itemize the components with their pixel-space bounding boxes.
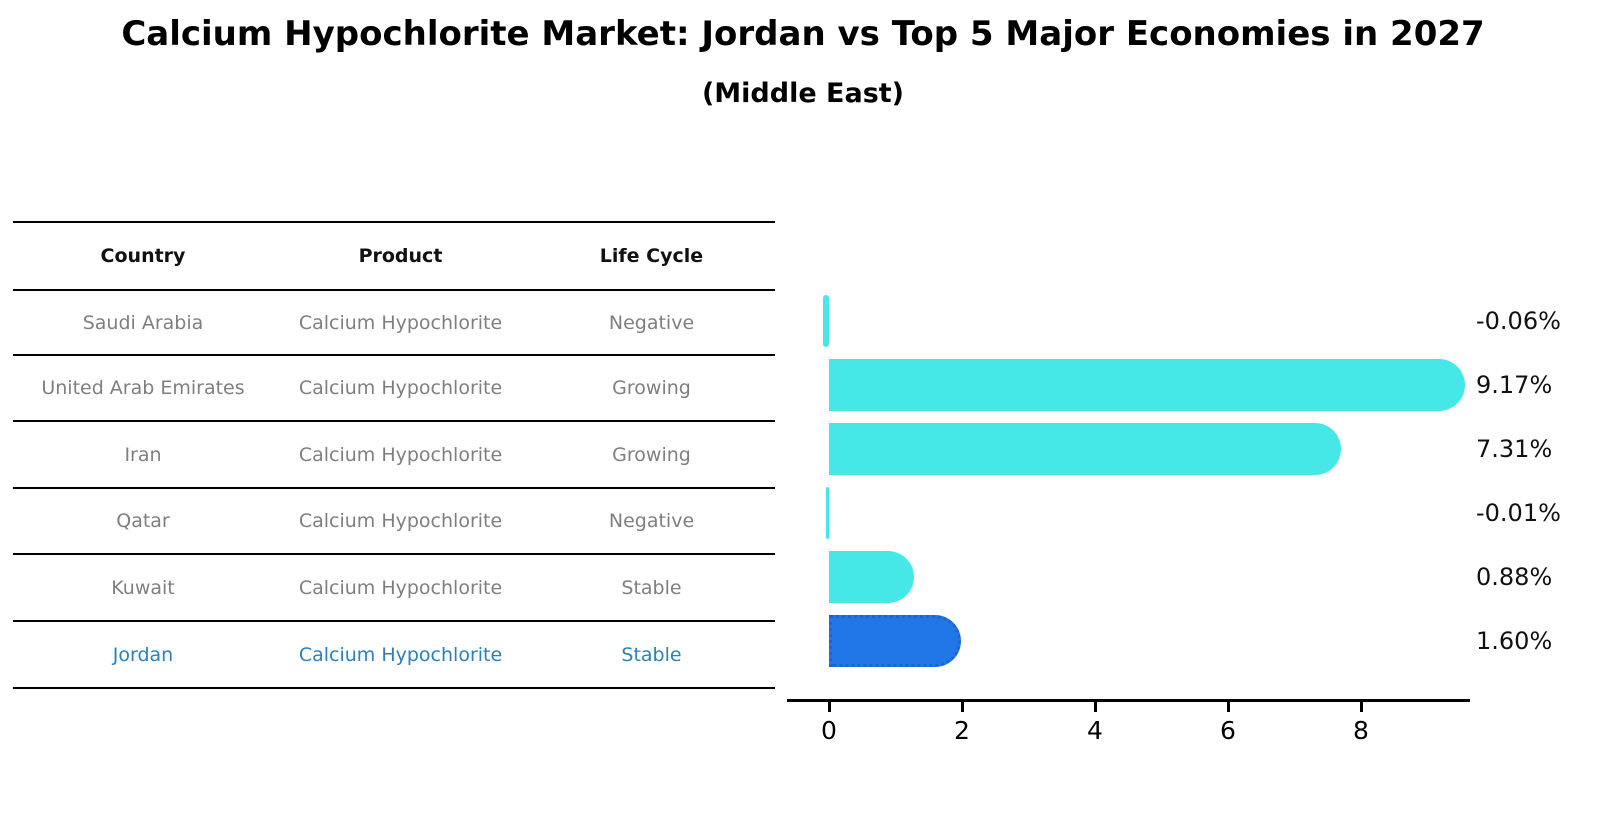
x-axis-tick-label: 4 — [1087, 716, 1103, 745]
bar-iran — [829, 423, 1342, 475]
bar-kuwait — [829, 551, 914, 603]
life-cycle-cell: Growing — [612, 443, 691, 466]
x-axis-tick-label: 0 — [821, 716, 837, 745]
table-row-jordan-highlighted: Jordan Calcium Hypochlorite Stable — [13, 622, 775, 687]
x-axis-tick — [828, 700, 831, 712]
bar-saudi-arabia — [823, 295, 829, 347]
country-cell: United Arab Emirates — [41, 377, 245, 399]
table-row-rule — [13, 553, 775, 555]
value-label: 1.60% — [1476, 627, 1553, 655]
value-label: -0.01% — [1476, 499, 1561, 527]
table-row: Iran Calcium Hypochlorite Growing — [13, 422, 775, 487]
chart-subtitle: (Middle East) — [701, 78, 905, 109]
table-row-rule — [13, 620, 775, 622]
table-row: Qatar Calcium Hypochlorite Negative — [13, 489, 775, 553]
country-cell: Jordan — [112, 643, 174, 666]
x-axis-tick — [1360, 700, 1363, 712]
x-axis-line — [787, 699, 1470, 702]
x-axis-tick — [1227, 700, 1230, 712]
x-axis-tick — [1094, 700, 1097, 712]
country-cell: Iran — [124, 443, 162, 466]
bar-jordan-highlighted — [829, 615, 962, 667]
table-row-rule — [13, 487, 775, 489]
table-border-bottom — [13, 687, 775, 689]
product-cell: Calcium Hypochlorite — [298, 510, 503, 532]
country-cell: Qatar — [116, 510, 170, 532]
table-row: United Arab Emirates Calcium Hypochlorit… — [13, 356, 775, 420]
bar-united-arab-emirates — [829, 359, 1465, 411]
country-cell: Kuwait — [111, 576, 175, 599]
table-header-rule — [13, 289, 775, 291]
life-cycle-cell: Growing — [612, 377, 691, 399]
country-cell: Saudi Arabia — [82, 311, 204, 334]
value-label: 0.88% — [1476, 563, 1553, 591]
x-axis-tick-label: 8 — [1353, 716, 1369, 745]
table-row-rule — [13, 420, 775, 422]
value-label: -0.06% — [1476, 307, 1561, 335]
x-axis-tick-label: 2 — [954, 716, 970, 745]
table-row: Kuwait Calcium Hypochlorite Stable — [13, 555, 775, 620]
column-header-country: Country — [100, 245, 186, 267]
value-label: 7.31% — [1476, 435, 1553, 463]
life-cycle-cell: Stable — [621, 576, 682, 599]
column-header-product: Product — [358, 245, 443, 267]
life-cycle-cell: Negative — [608, 510, 695, 532]
product-cell: Calcium Hypochlorite — [298, 311, 503, 334]
column-header-life-cycle: Life Cycle — [599, 245, 704, 267]
chart-title: Calcium Hypochlorite Market: Jordan vs T… — [121, 14, 1485, 54]
table-header-row: Country Product Life Cycle — [13, 223, 775, 289]
product-cell: Calcium Hypochlorite — [298, 576, 503, 599]
table-row-rule — [13, 354, 775, 356]
life-cycle-cell: Negative — [608, 311, 695, 334]
product-cell: Calcium Hypochlorite — [298, 643, 503, 666]
x-axis-tick — [961, 700, 964, 712]
product-cell: Calcium Hypochlorite — [298, 377, 503, 399]
table-border-top — [13, 221, 775, 223]
value-label: 9.17% — [1476, 371, 1553, 399]
table-row: Saudi Arabia Calcium Hypochlorite Negati… — [13, 291, 775, 354]
product-cell: Calcium Hypochlorite — [298, 443, 503, 466]
bar-qatar — [826, 487, 829, 539]
life-cycle-cell: Stable — [621, 643, 682, 666]
x-axis-tick-label: 6 — [1220, 716, 1236, 745]
